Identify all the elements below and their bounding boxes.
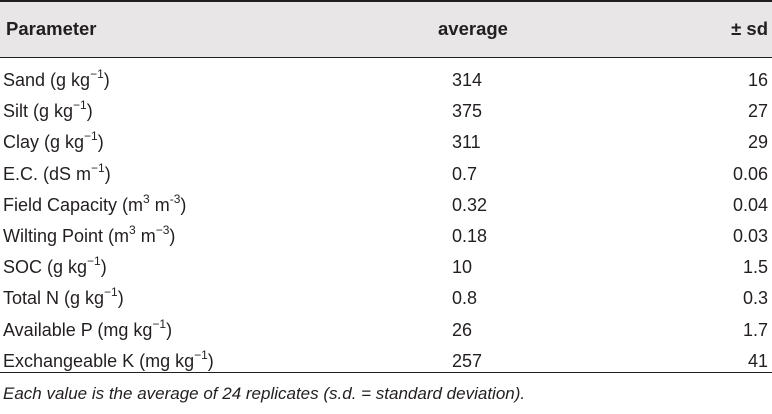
sd-cell: 16 (747, 70, 768, 91)
table-row: Available P (mg kg−1) 26 1.7 (0, 315, 772, 346)
unit-close: ) (86, 101, 93, 122)
sd-cell: 1.5 (742, 257, 768, 278)
parameter-name: Silt (g kg (3, 101, 74, 122)
unit-exponent: −1 (87, 254, 101, 269)
unit-exponent-2: −3 (155, 223, 170, 238)
parameter-name: SOC (g kg (3, 257, 88, 278)
table-header-rule (0, 57, 772, 58)
parameter-cell: Total N (g kg−1) (0, 283, 390, 314)
table-row: Sand (g kg−1) 314 16 (0, 57, 772, 96)
unit-close: ) (180, 194, 187, 215)
header-sd: ± sd (731, 17, 768, 39)
table-header-background (0, 0, 772, 57)
parameter-name: E.C. (dS m (3, 163, 92, 184)
table-row: Silt (g kg−1) 375 27 (0, 96, 772, 127)
parameter-cell: Sand (g kg−1) (0, 57, 390, 96)
parameter-name: Total N (g kg (3, 288, 105, 309)
parameter-cell: SOC (g kg−1) (0, 252, 390, 283)
unit-mid: m (135, 226, 156, 247)
unit-exponent: −1 (91, 160, 105, 175)
unit-close: ) (103, 70, 110, 91)
table-body: Sand (g kg−1) 314 16 Silt (g kg−1) 375 27 Clay… (0, 57, 772, 377)
average-cell: 26 (452, 319, 473, 340)
unit-close: ) (104, 163, 111, 184)
average-cell: 0.7 (452, 163, 478, 184)
parameter-cell: Wilting Point (m3 m−3) (0, 221, 390, 252)
table-row: Field Capacity (m3 m-3) 0.32 0.04 (0, 190, 772, 221)
table-row: Total N (g kg−1) 0.8 0.3 (0, 283, 772, 314)
average-cell: 0.8 (452, 288, 478, 309)
unit-close: ) (100, 257, 107, 278)
table-row: Exchangeable K (mg kg−1) 257 41 (0, 346, 772, 377)
unit-exponent: −1 (104, 285, 118, 300)
parameter-cell: Silt (g kg−1) (0, 96, 390, 127)
average-cell: 314 (452, 70, 483, 91)
header-parameter: Parameter (6, 17, 97, 39)
table-row: SOC (g kg−1) 10 1.5 (0, 252, 772, 283)
parameter-name: Field Capacity (m (3, 194, 144, 215)
sd-cell: 0.04 (732, 194, 768, 215)
table-row: Clay (g kg−1) 311 29 (0, 127, 772, 158)
parameter-name: Wilting Point (m (3, 226, 130, 247)
average-cell: 0.18 (452, 226, 488, 247)
unit-exponent: 3 (129, 223, 136, 238)
average-cell: 10 (452, 257, 473, 278)
unit-mid: m (149, 194, 170, 215)
unit-close: ) (97, 132, 104, 153)
parameter-name: Available P (mg kg (3, 319, 153, 340)
soil-parameters-table: Parameter average ± sd Sand (g kg−1) 314 1… (0, 0, 772, 377)
parameter-cell: Available P (mg kg−1) (0, 315, 390, 346)
sd-cell: 0.3 (742, 288, 768, 309)
average-cell: 0.32 (452, 194, 488, 215)
sd-cell: 1.7 (742, 319, 768, 340)
table-row: E.C. (dS m−1) 0.7 0.06 (0, 159, 772, 190)
parameter-cell: Clay (g kg−1) (0, 127, 390, 158)
unit-exponent-2: -3 (169, 191, 181, 206)
unit-exponent: −1 (90, 67, 104, 82)
table-footnote: Each value is the average of 24 replicat… (3, 384, 526, 403)
parameter-cell: Exchangeable K (mg kg−1) (0, 346, 390, 377)
unit-exponent: −1 (194, 347, 208, 362)
parameter-name: Clay (g kg (3, 132, 85, 153)
unit-close: ) (117, 288, 124, 309)
header-row: Parameter average ± sd (0, 0, 772, 57)
unit-close: ) (207, 350, 214, 371)
average-cell: 311 (452, 132, 481, 153)
header-average: average (438, 17, 508, 39)
table-bottom-rule (0, 372, 772, 373)
sd-cell: 0.06 (732, 163, 768, 184)
average-cell: 257 (452, 350, 483, 371)
unit-exponent: −1 (73, 98, 87, 113)
sd-cell: 41 (747, 350, 768, 371)
sd-cell: 29 (747, 132, 768, 153)
table-top-rule (0, 0, 772, 2)
unit-exponent: −1 (152, 316, 167, 331)
average-cell: 375 (452, 101, 483, 122)
table-header: Parameter average ± sd (0, 0, 772, 57)
sd-cell: 0.03 (732, 226, 768, 247)
table-row: Wilting Point (m3 m−3) 0.18 0.03 (0, 221, 772, 252)
unit-close: ) (166, 319, 173, 340)
parameter-name: Exchangeable K (mg kg (3, 350, 195, 371)
parameter-cell: Field Capacity (m3 m-3) (0, 190, 390, 221)
parameter-name: Sand (g kg (3, 70, 91, 91)
unit-close: ) (169, 226, 176, 247)
unit-exponent: −1 (84, 129, 98, 144)
parameter-cell: E.C. (dS m−1) (0, 159, 390, 190)
sd-cell: 27 (747, 101, 768, 122)
unit-exponent: 3 (143, 191, 150, 206)
